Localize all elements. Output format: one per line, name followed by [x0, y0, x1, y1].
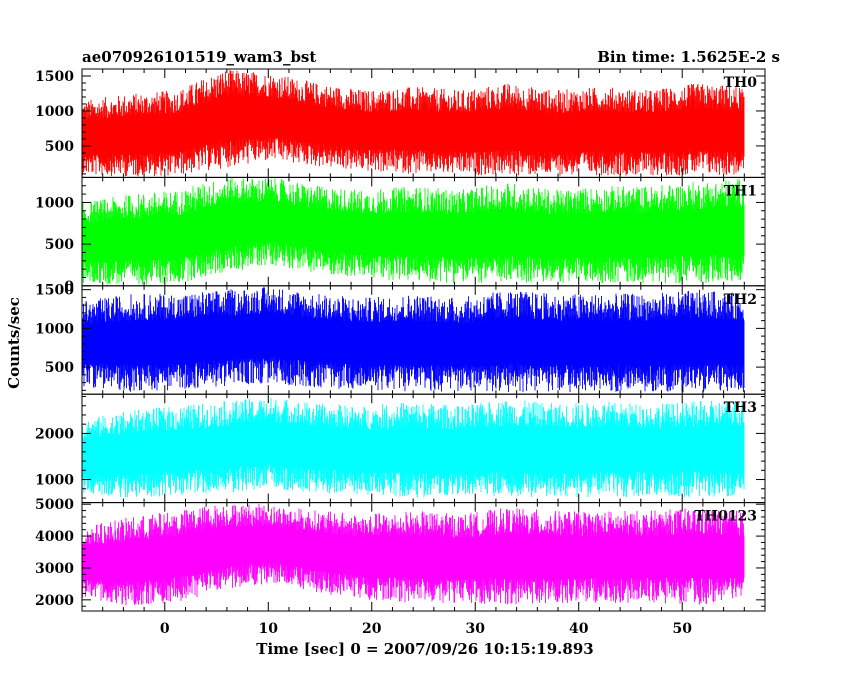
y-axis-label: Counts/sec: [5, 297, 23, 389]
x-axis-label: Time [sec] 0 = 2007/09/26 10:15:19.893: [256, 640, 593, 658]
panel-label-th2: TH2: [724, 292, 757, 308]
series-th2-line: [81, 286, 745, 393]
x-axis: 0 10 20 30 40 50: [160, 621, 692, 637]
y-tick-label: 0: [64, 279, 74, 295]
y-tick-label: 2000: [35, 426, 74, 442]
series-th0-line: [81, 69, 745, 177]
y-tick-label: 500: [45, 139, 74, 155]
x-tick-label: 0: [160, 621, 170, 637]
x-tick-label: 10: [259, 621, 279, 637]
panel-th3: 1000 2000 TH3: [35, 393, 766, 504]
series-th1-line: [81, 177, 745, 285]
chart-title-right: Bin time: 1.5625E-2 s: [597, 48, 780, 66]
panel-label-th0: TH0: [724, 75, 758, 91]
y-tick-label: 1500: [35, 69, 74, 85]
panel-label-th3: TH3: [724, 400, 757, 416]
chart-title-left: ae070926101519_wam3_bst: [82, 48, 316, 66]
y-tick-label: 1000: [35, 473, 74, 489]
x-tick-label: 20: [362, 621, 382, 637]
y-tick-label: 1000: [35, 104, 74, 120]
y-tick-label: 500: [45, 360, 74, 376]
panel-group: 500 1000 1500 TH0 0 500 1000 TH1 500 1000 1500 TH2 1…: [35, 68, 766, 612]
y-tick-label: 500: [45, 237, 74, 253]
y-tick-label: 2000: [35, 593, 74, 609]
y-tick-label: 4000: [35, 529, 74, 545]
panel-th1: 0 500 1000 TH1: [35, 176, 766, 295]
panel-frame: [81, 502, 766, 612]
x-tick-label: 40: [569, 621, 589, 637]
series-th0123-line: [81, 503, 745, 606]
x-tick-label: 30: [466, 621, 486, 637]
y-tick-label: 3000: [35, 561, 74, 577]
y-tick-label: 1000: [35, 321, 74, 337]
panel-th2: 500 1000 1500 TH2: [35, 283, 766, 395]
panel-label-th0123: TH0123: [694, 509, 757, 525]
panel-th0123: 2000 3000 4000 5000 TH0123: [35, 497, 766, 612]
series-th3-line: [81, 397, 745, 498]
y-tick-label: 5000: [35, 497, 74, 513]
y-tick-label: 1000: [35, 195, 74, 211]
panel-th0: 500 1000 1500 TH0: [35, 68, 766, 178]
x-tick-label: 50: [672, 621, 692, 637]
panel-label-th1: TH1: [724, 183, 757, 199]
y-tick-label: 1500: [35, 283, 74, 299]
